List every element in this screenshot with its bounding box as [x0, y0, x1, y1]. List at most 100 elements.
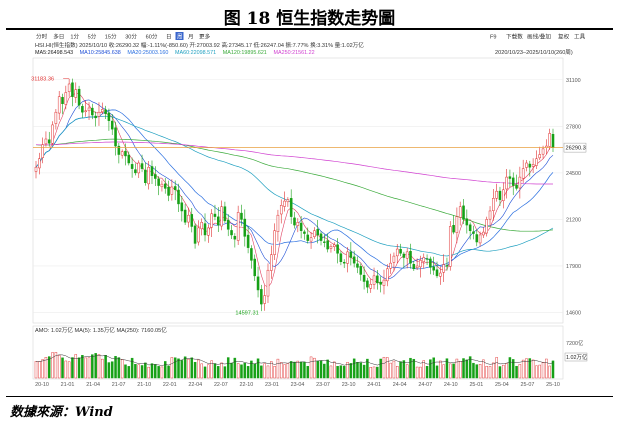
volume-bar — [77, 357, 81, 379]
candle-body — [405, 251, 409, 259]
candle-body — [495, 190, 498, 199]
candle-body — [382, 279, 386, 286]
candle-body — [67, 83, 71, 92]
candle-body — [299, 222, 303, 231]
volume-bar — [475, 364, 479, 379]
candle-body — [187, 214, 190, 223]
toolbar-item[interactable]: 复权 — [558, 33, 570, 41]
candle-body — [369, 284, 373, 289]
volume-bar — [432, 357, 435, 379]
candle-body — [226, 219, 230, 230]
volume-bar — [67, 361, 71, 379]
volume-bar — [326, 359, 329, 379]
candle-body — [498, 190, 502, 200]
candle-body — [505, 176, 508, 190]
volume-bar — [207, 364, 210, 379]
x-tick-label: 25-07 — [521, 382, 535, 388]
candle-body — [57, 96, 61, 114]
volume-bar — [462, 358, 465, 379]
x-tick-label: 23-07 — [316, 382, 330, 388]
volume-bar — [64, 360, 68, 379]
candle-body — [154, 174, 157, 179]
candle-body — [326, 240, 329, 250]
volume-bar — [296, 360, 300, 379]
candle-body — [448, 226, 452, 267]
candle-body — [38, 158, 41, 169]
candle-body — [356, 263, 359, 268]
volume-bar — [140, 365, 144, 379]
candle-body — [316, 229, 319, 236]
volume-bar — [425, 366, 429, 379]
volume-bar — [260, 365, 263, 379]
candle-body — [124, 150, 127, 157]
volume-bar — [488, 366, 492, 379]
volume-bar — [114, 356, 117, 379]
period-tab[interactable]: 周 — [177, 34, 183, 41]
volume-bar — [472, 362, 475, 379]
x-tick-label: 24-07 — [418, 382, 432, 388]
candle-body — [455, 216, 459, 233]
volume-bar — [210, 360, 213, 379]
period-tab[interactable]: 15分 — [105, 33, 117, 41]
volume-bar — [283, 364, 286, 379]
candle-body — [528, 163, 532, 168]
period-tab[interactable]: 60分 — [146, 33, 158, 41]
x-tick-label: 21-01 — [61, 382, 75, 388]
volume-bar — [402, 360, 406, 379]
x-tick-label: 21-10 — [137, 382, 151, 388]
volume-bar — [246, 366, 250, 379]
candle-body — [342, 261, 346, 264]
candle-body — [270, 254, 273, 271]
candle-body — [94, 115, 97, 119]
period-tab[interactable]: 更多 — [199, 33, 211, 41]
volume-bar — [442, 364, 445, 379]
candle-body — [97, 111, 101, 117]
x-tick-label: 22-01 — [163, 382, 177, 388]
candle-body — [273, 230, 276, 255]
candle-body — [402, 253, 406, 258]
period-tab[interactable]: 30分 — [125, 33, 137, 41]
volume-bar — [183, 356, 187, 379]
period-tab[interactable]: 1分 — [70, 33, 79, 41]
candle-body — [372, 275, 376, 285]
period-tab[interactable]: 5分 — [88, 33, 97, 41]
toolbar-item[interactable]: 下载数 — [506, 33, 523, 41]
candle-body — [412, 264, 416, 270]
period-tab[interactable]: 多日 — [53, 33, 64, 41]
candle-body — [548, 133, 551, 147]
ma-legend-item: MA250:21561.22 — [274, 50, 315, 56]
volume-bar — [485, 365, 488, 379]
volume-bar — [445, 358, 449, 379]
candle-body — [81, 106, 84, 113]
volume-bar — [61, 357, 64, 379]
volume-bar — [177, 358, 180, 379]
toolbar-item[interactable]: 工具 — [574, 34, 586, 41]
candle-body — [210, 213, 213, 228]
toolbar-item[interactable]: 画线/叠加 — [527, 33, 551, 41]
quote-line: HSI.HI(恒生指数) 2025/10/10 收:26290.32 幅:-1.… — [35, 41, 364, 49]
volume-bar — [104, 355, 107, 379]
x-tick-label: 21-07 — [112, 382, 126, 388]
candle-body — [167, 186, 170, 196]
candle-body — [376, 275, 379, 284]
candle-body — [190, 214, 194, 227]
period-tab[interactable]: 分时 — [36, 33, 48, 41]
candle-body — [230, 230, 233, 236]
volume-bars — [34, 352, 555, 379]
volume-bar — [160, 366, 164, 379]
candle-body — [263, 295, 266, 304]
candle-body — [465, 218, 469, 226]
toolbar-item[interactable]: F9 — [490, 35, 497, 41]
volume-bar — [541, 362, 545, 379]
volume-bar — [356, 362, 359, 379]
period-tab[interactable]: 月 — [188, 34, 194, 41]
volume-bar — [319, 360, 323, 379]
y-tick-label: 24500 — [566, 171, 581, 177]
candle-body — [439, 272, 442, 277]
volume-bar — [54, 352, 58, 379]
candle-body — [180, 202, 184, 212]
period-tab[interactable]: 日 — [166, 34, 172, 41]
volume-bar — [190, 357, 194, 379]
volume-bar — [200, 363, 203, 379]
time-x-axis: 20-10 21-01 21-04 21-07 21-10 22-01 22-04 22-07… — [35, 382, 560, 388]
